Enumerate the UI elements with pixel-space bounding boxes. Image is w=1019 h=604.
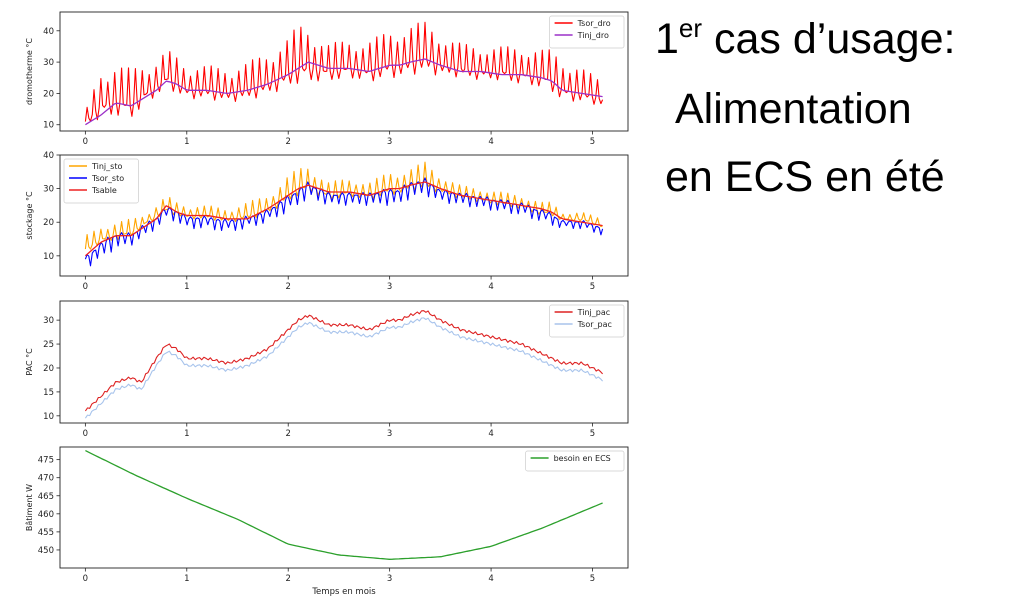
x-tick-label: 2 — [286, 574, 291, 584]
legend-label: besoin en ECS — [554, 454, 611, 463]
title-rest: cas d’usage: — [702, 15, 956, 63]
y-tick-label: 20 — [43, 89, 54, 99]
y-tick-label: 10 — [43, 121, 54, 131]
x-tick-label: 4 — [488, 282, 493, 292]
y-tick-label: 460 — [38, 510, 54, 520]
x-tick-label: 5 — [590, 429, 595, 439]
x-tick-label: 2 — [286, 137, 291, 147]
x-tick-label: 3 — [387, 574, 392, 584]
subplot-3: 0 1 2 3 4 5 10 15 20 25 30 PAC °C Tinj_pac Tsor_pac — [25, 300, 629, 439]
legend-label: Tsor_pac — [577, 320, 612, 329]
y-tick-label: 20 — [43, 364, 54, 374]
legend-box — [63, 158, 139, 204]
title-superscript: er — [678, 13, 703, 43]
legend-label: Tinj_pac — [577, 308, 611, 317]
legend-box — [549, 304, 625, 338]
x-tick-label: 5 — [590, 282, 595, 292]
y-tick-label: 25 — [43, 340, 54, 350]
x-tick-label: 3 — [387, 137, 392, 147]
legend-label: Tsable — [91, 186, 117, 195]
y-tick-label: 10 — [43, 252, 54, 262]
y-tick-label: 30 — [43, 58, 54, 68]
title-line-1: 1er cas d’usage: — [655, 15, 956, 63]
x-tick-label: 4 — [488, 429, 493, 439]
y-tick-label: 455 — [38, 528, 54, 538]
y-tick-label: 475 — [38, 456, 54, 466]
subplot-4: 0 1 2 3 4 5 450 455 460 465 470 475 Bâtiment W Temps … — [25, 446, 629, 597]
series-line-besoin-en-ecs — [85, 450, 603, 560]
y-tick-label: 40 — [43, 27, 54, 37]
x-tick-label: 4 — [488, 137, 493, 147]
y-axis-label: stockage °C — [25, 191, 34, 240]
y-tick-label: 10 — [43, 412, 54, 422]
y-axis-label: PAC °C — [25, 348, 34, 376]
x-tick-label: 0 — [83, 429, 88, 439]
y-tick-label: 465 — [38, 492, 54, 502]
x-tick-label: 0 — [83, 282, 88, 292]
x-tick-label: 3 — [387, 429, 392, 439]
legend-box — [525, 450, 625, 472]
series-line-tinj-pac — [84, 310, 604, 412]
title-line-2: Alimentation — [675, 85, 912, 133]
x-tick-label: 2 — [286, 429, 291, 439]
title-number: 1 — [655, 15, 679, 63]
x-tick-label: 0 — [83, 574, 88, 584]
legend-label: Tinj_dro — [577, 31, 609, 40]
y-axis-label: Bâtiment W — [25, 484, 34, 531]
plot-frame — [59, 154, 629, 277]
plot-frame — [59, 11, 629, 132]
y-tick-label: 450 — [38, 546, 54, 556]
x-tick-label: 3 — [387, 282, 392, 292]
y-tick-label: 30 — [43, 185, 54, 195]
title-line-3: en ECS en été — [665, 153, 945, 201]
y-tick-label: 20 — [43, 218, 54, 228]
legend-box — [549, 15, 625, 49]
subplot-1: 0 1 2 3 4 5 10 20 30 40 dromotherme °C Tsor_dro Tinj… — [25, 11, 629, 147]
subplot-2: 0 1 2 3 4 5 10 20 30 40 stockage °C Tinj_sto Tsor_st… — [25, 151, 629, 292]
x-tick-label: 5 — [590, 137, 595, 147]
series-line-tsor-pac — [84, 317, 604, 419]
series-line-tsor-dro — [84, 21, 604, 122]
x-tick-label: 0 — [83, 137, 88, 147]
series-line-tsable — [84, 181, 603, 257]
x-tick-label: 1 — [184, 137, 189, 147]
x-tick-label: 4 — [488, 574, 493, 584]
series-line-tinj-dro — [85, 58, 603, 126]
legend-label: Tsor_sto — [91, 174, 124, 183]
x-axis-label: Temps en mois — [311, 587, 376, 597]
y-tick-label: 40 — [43, 151, 54, 161]
x-tick-label: 5 — [590, 574, 595, 584]
x-tick-label: 1 — [184, 574, 189, 584]
x-tick-label: 1 — [184, 429, 189, 439]
x-tick-label: 1 — [184, 282, 189, 292]
y-tick-label: 15 — [43, 388, 54, 398]
x-tick-label: 2 — [286, 282, 291, 292]
y-axis-label: dromotherme °C — [25, 38, 34, 105]
y-tick-label: 470 — [38, 474, 54, 484]
legend-label: Tinj_sto — [91, 162, 122, 171]
legend-label: Tsor_dro — [577, 19, 611, 28]
y-tick-label: 30 — [43, 316, 54, 326]
